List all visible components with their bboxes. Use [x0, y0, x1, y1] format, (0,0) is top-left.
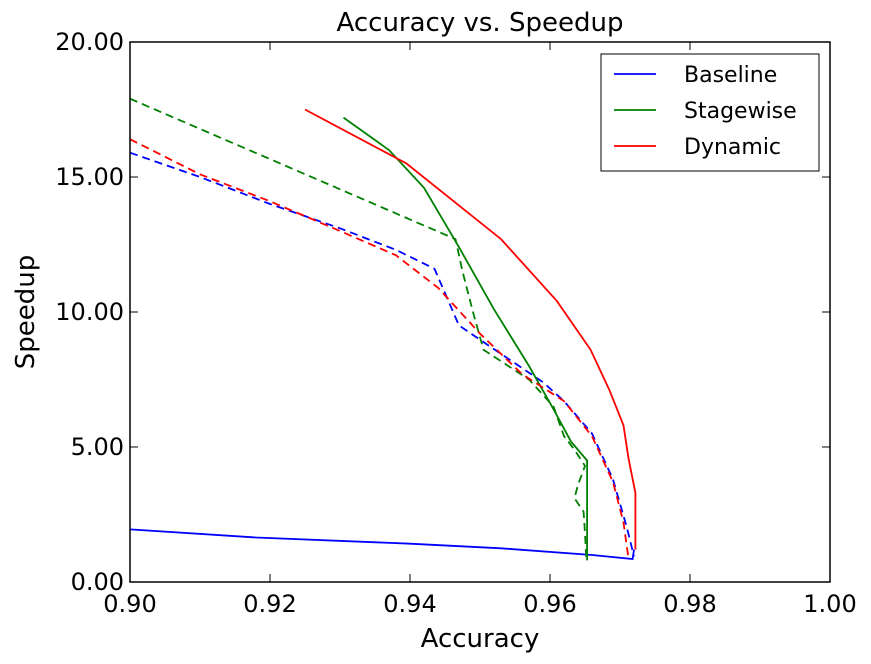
- x-axis-title: Accuracy: [421, 624, 540, 654]
- y-tick-label: 5.00: [71, 433, 124, 461]
- series-line-3-dashed: [129, 97, 588, 561]
- legend-label: Stagewise: [684, 99, 797, 124]
- x-tick-label: 0.98: [663, 590, 716, 618]
- y-tick-label: 20.00: [55, 28, 124, 56]
- y-axis-ticks: 0.00 5.00 10.00 15.00 20.00: [55, 28, 830, 596]
- legend-label: Baseline: [684, 63, 777, 88]
- plot-lines: [129, 97, 637, 561]
- x-axis-ticks: 0.90 0.92 0.94 0.96 0.98 1.00: [103, 42, 857, 618]
- x-tick-label: 0.90: [103, 590, 156, 618]
- series-line-2-solid: [342, 116, 588, 561]
- series-line-0-solid: [129, 528, 635, 560]
- series-line-4-solid: [304, 108, 637, 550]
- y-tick-label: 15.00: [55, 163, 124, 191]
- legend: Baseline Stagewise Dynamic: [600, 53, 820, 172]
- x-tick-label: 0.94: [383, 590, 436, 618]
- legend-label: Dynamic: [684, 135, 781, 160]
- y-axis-title: Speedup: [11, 255, 41, 370]
- x-tick-label: 0.92: [243, 590, 296, 618]
- series-line-5-dashed: [129, 138, 630, 558]
- legend-items: Baseline Stagewise Dynamic: [614, 63, 797, 160]
- y-tick-label: 10.00: [55, 298, 124, 326]
- x-tick-label: 0.96: [523, 590, 576, 618]
- series-line-1-dashed: [129, 151, 635, 557]
- chart-title: Accuracy vs. Speedup: [337, 8, 624, 38]
- x-tick-label: 1.00: [803, 590, 856, 618]
- y-tick-label: 0.00: [71, 568, 124, 596]
